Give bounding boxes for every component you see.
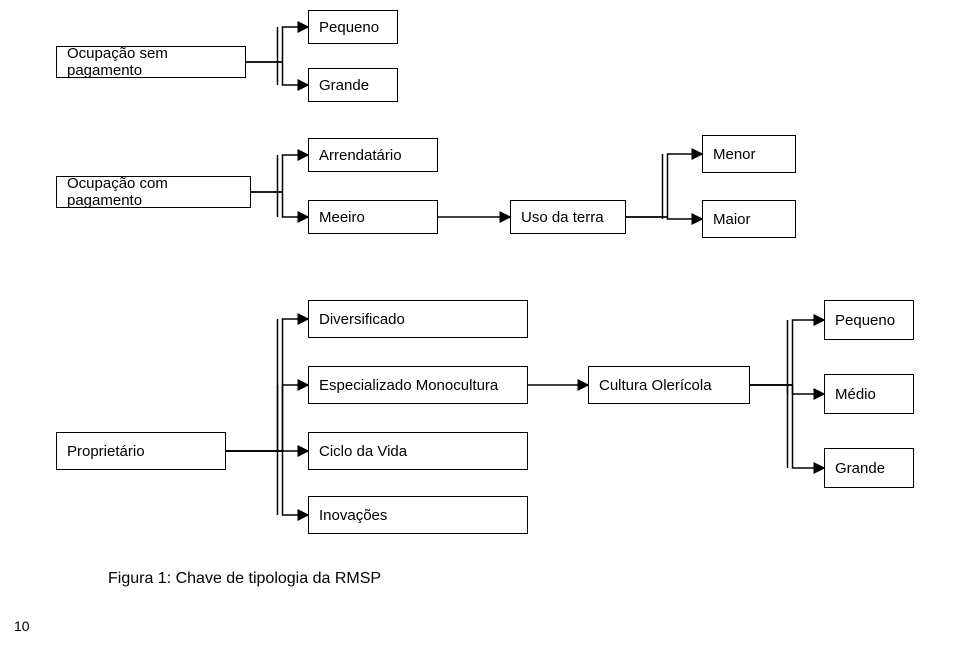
page-number: 10 bbox=[14, 618, 30, 634]
node-meeiro: Meeiro bbox=[308, 200, 438, 234]
node-proprietario: Proprietário bbox=[56, 432, 226, 470]
node-diversificado: Diversificado bbox=[308, 300, 528, 338]
node-inovacoes: Inovações bbox=[308, 496, 528, 534]
node-maior: Maior bbox=[702, 200, 796, 238]
node-grande_r: Grande bbox=[824, 448, 914, 488]
node-esp_mono: Especializado Monocultura bbox=[308, 366, 528, 404]
node-menor: Menor bbox=[702, 135, 796, 173]
node-ocup_com_pag: Ocupação com pagamento bbox=[56, 176, 251, 208]
node-pequeno_top: Pequeno bbox=[308, 10, 398, 44]
node-pequeno_r: Pequeno bbox=[824, 300, 914, 340]
node-ocup_sem_pag: Ocupação sem pagamento bbox=[56, 46, 246, 78]
node-uso_da_terra: Uso da terra bbox=[510, 200, 626, 234]
node-ciclo_vida: Ciclo da Vida bbox=[308, 432, 528, 470]
node-cultura_oler: Cultura Olerícola bbox=[588, 366, 750, 404]
node-medio_r: Médio bbox=[824, 374, 914, 414]
node-grande_top: Grande bbox=[308, 68, 398, 102]
node-arrendatario: Arrendatário bbox=[308, 138, 438, 172]
figure-caption: Figura 1: Chave de tipologia da RMSP bbox=[108, 570, 381, 588]
